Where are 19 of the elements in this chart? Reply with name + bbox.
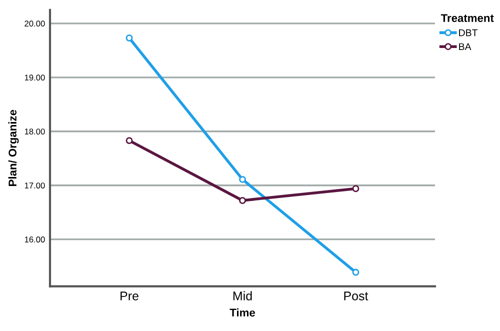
y-tick-label: 20.00 (24, 20, 45, 27)
legend-label: BA (459, 43, 472, 50)
x-tick-label: Post (344, 292, 368, 300)
x-tick-label: Pre (120, 292, 138, 300)
y-tick-label: 19.00 (24, 74, 45, 81)
point (126, 34, 133, 42)
y-axis-title: Plan/ Organize (8, 110, 19, 186)
legend-label: DBT (459, 29, 478, 36)
y-tick-label: 16.00 (24, 236, 45, 242)
point (126, 137, 133, 144)
x-axis-title: Time (230, 308, 255, 317)
point (352, 268, 360, 276)
x-tick-label: Mid (233, 291, 252, 300)
point (239, 176, 246, 183)
point (352, 185, 360, 192)
point (239, 197, 246, 204)
y-tick-label: 17.00 (24, 182, 45, 188)
y-tick-label: 18.00 (24, 128, 45, 134)
legend-title: Treatment (440, 14, 494, 22)
